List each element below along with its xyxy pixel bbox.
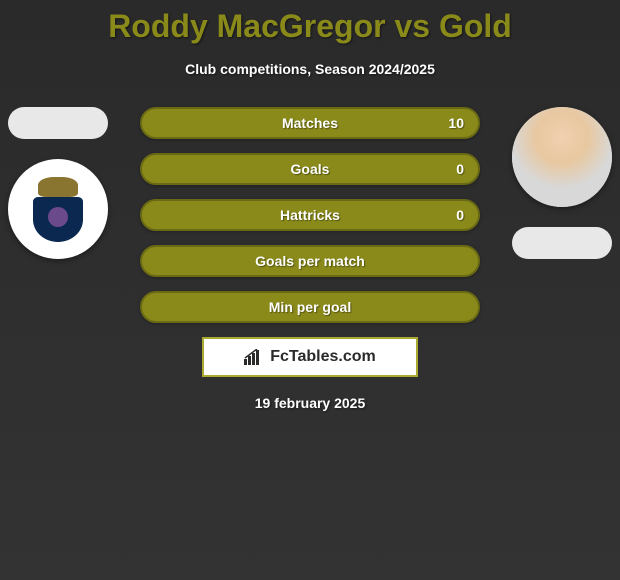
footer-date: 19 february 2025 (0, 395, 620, 411)
content-area: Matches 10 Goals 0 Hattricks 0 Goals per… (0, 107, 620, 411)
club-crest-left (8, 159, 108, 259)
player-right-photo (512, 107, 612, 207)
stat-value-right: 10 (448, 115, 464, 131)
player-right-column (512, 107, 612, 259)
stat-label: Goals (291, 161, 330, 177)
stat-row-matches: Matches 10 (140, 107, 480, 139)
footer-logo-text: FcTables.com (270, 348, 376, 366)
footer-logo[interactable]: FcTables.com (202, 337, 418, 377)
page-subtitle: Club competitions, Season 2024/2025 (0, 61, 620, 77)
stat-row-min-per-goal: Min per goal (140, 291, 480, 323)
player-right-silhouette (512, 227, 612, 259)
stat-row-goals-per-match: Goals per match (140, 245, 480, 277)
stat-value-right: 0 (456, 161, 464, 177)
stat-label: Matches (282, 115, 338, 131)
stat-row-goals: Goals 0 (140, 153, 480, 185)
stat-value-right: 0 (456, 207, 464, 223)
stat-row-hattricks: Hattricks 0 (140, 199, 480, 231)
player-left-column (8, 107, 108, 259)
header: Roddy MacGregor vs Gold Club competition… (0, 0, 620, 77)
chart-icon (244, 349, 264, 365)
crest-graphic (18, 169, 98, 249)
stats-table: Matches 10 Goals 0 Hattricks 0 Goals per… (140, 107, 480, 323)
page-title: Roddy MacGregor vs Gold (0, 8, 620, 45)
stat-label: Hattricks (280, 207, 340, 223)
stat-label: Min per goal (269, 299, 351, 315)
stat-label: Goals per match (255, 253, 365, 269)
player-left-silhouette (8, 107, 108, 139)
